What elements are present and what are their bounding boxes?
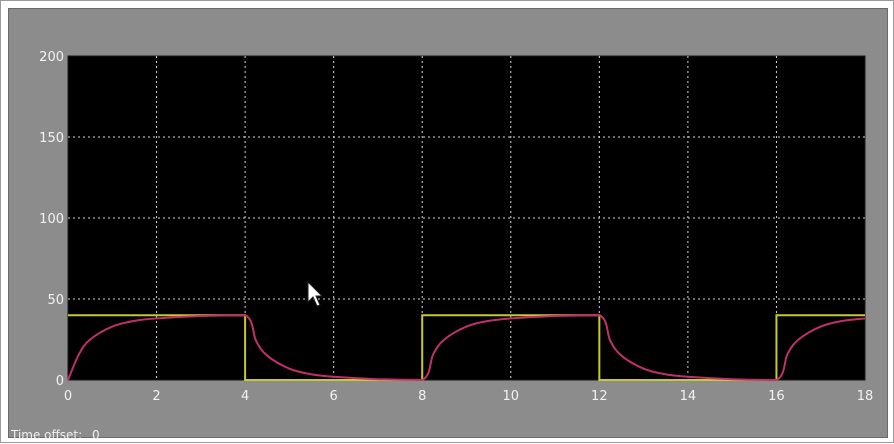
x-tick-label: 16 [768,389,785,404]
time-offset-value: 0 [92,428,100,442]
x-tick-labels: 0 2 4 6 8 10 12 14 16 18 [64,389,873,404]
y-tick-label: 150 [39,131,64,146]
x-tick-label: 2 [152,389,160,404]
y-tick-label: 200 [39,50,64,65]
setpoint-step-line [68,314,865,381]
y-tick-label: 100 [39,212,64,227]
x-tick-label: 0 [64,389,72,404]
y-tick-labels: 0 50 100 150 200 [39,50,64,389]
x-tick-label: 18 [857,389,874,404]
x-tick-label: 8 [418,389,426,404]
y-tick-label: 50 [47,293,64,308]
mouse-cursor-icon [307,280,324,307]
y-tick-label: 0 [56,374,64,389]
time-offset-label: Time offset: [11,428,83,442]
x-tick-label: 4 [241,389,249,404]
response-curve-line [67,314,866,382]
x-tick-label: 12 [591,389,608,404]
time-offset-readout: Time offset: 0 [11,428,106,442]
plot-area [67,55,866,381]
series-layer [67,314,866,382]
x-tick-label: 14 [680,389,697,404]
x-tick-label: 10 [503,389,520,404]
x-tick-label: 6 [330,389,338,404]
